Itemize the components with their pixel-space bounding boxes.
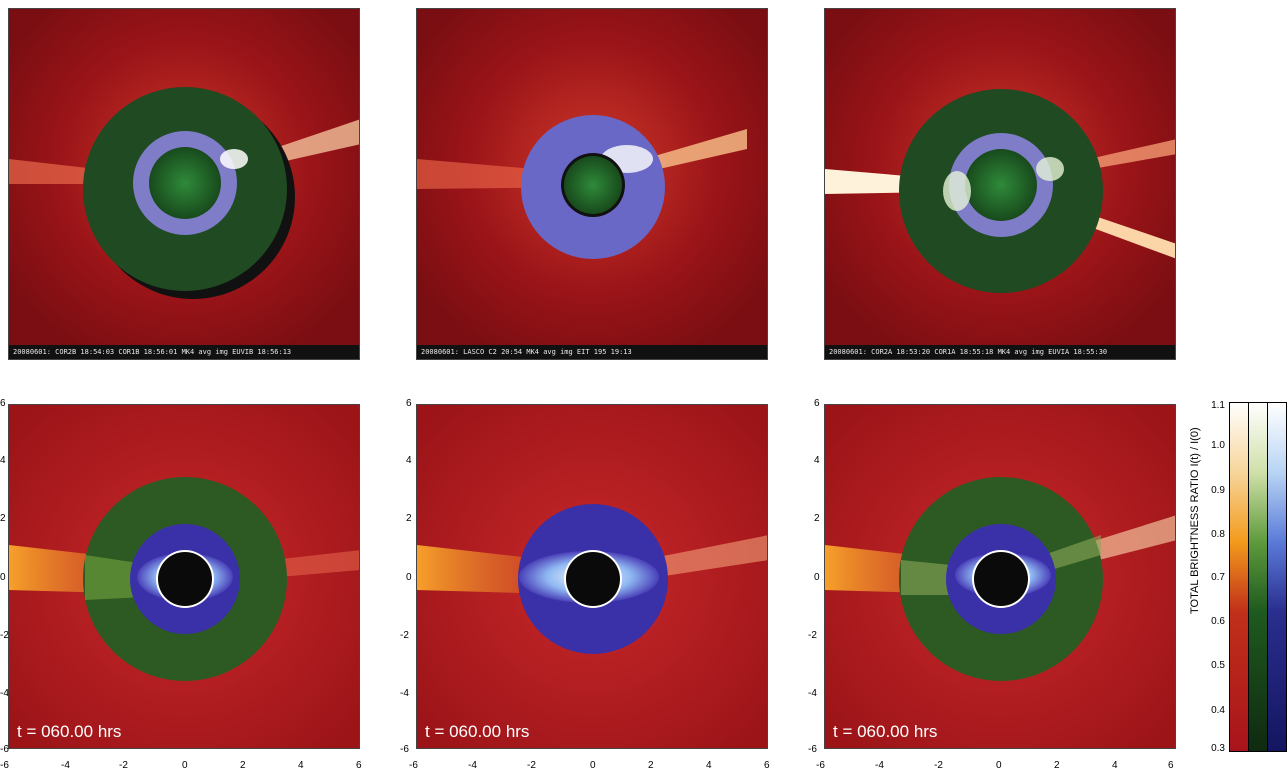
model-image (825, 405, 1175, 748)
colorbar (1229, 402, 1287, 752)
y-tick: 2 (406, 513, 412, 524)
y-tick: 4 (814, 455, 820, 466)
observation-caption: 20080601: COR2B 18:54:03 COR1B 18:56:01 … (9, 345, 359, 359)
x-tick: -2 (934, 760, 943, 771)
observation-panel-cor2a: 20080601: COR2A 18:53:20 COR1A 18:55:18 … (824, 8, 1176, 360)
model-image (9, 405, 359, 748)
simulation-panel-a: t = 060.00 hrs (824, 404, 1176, 749)
x-tick: 2 (1054, 760, 1060, 771)
time-label: t = 060.00 hrs (833, 722, 938, 741)
observation-panel-cor2b: 20080601: COR2B 18:54:03 COR1B 18:56:01 … (8, 8, 360, 360)
corona-image (9, 9, 359, 359)
time-label: t = 060.00 hrs (425, 722, 530, 741)
time-label: t = 060.00 hrs (17, 722, 122, 741)
y-tick: 2 (0, 513, 6, 524)
x-tick: -2 (119, 760, 128, 771)
colorbar-tick: 0.3 (1211, 743, 1225, 754)
x-tick: -4 (875, 760, 884, 771)
y-tick: 6 (406, 398, 412, 409)
y-tick: 2 (814, 513, 820, 524)
simulation-panel-b: t = 060.00 hrs (8, 404, 360, 749)
colorbar-tick: 0.6 (1211, 616, 1225, 627)
colorbar-tick: 1.0 (1211, 440, 1225, 451)
y-tick: -6 (0, 744, 9, 755)
x-tick: -4 (468, 760, 477, 771)
observation-caption: 20080601: COR2A 18:53:20 COR1A 18:55:18 … (825, 345, 1175, 359)
x-tick: 4 (706, 760, 712, 771)
colorbar-tick: 0.8 (1211, 529, 1225, 540)
corona-image (825, 9, 1175, 359)
x-tick: 6 (764, 760, 770, 771)
x-tick: -2 (527, 760, 536, 771)
colorbar-tick: 0.7 (1211, 572, 1225, 583)
x-tick: 0 (590, 760, 596, 771)
y-tick: 0 (814, 572, 820, 583)
x-tick: 2 (648, 760, 654, 771)
colorbar-red-orange (1230, 403, 1249, 751)
colorbar-tick: 1.1 (1211, 400, 1225, 411)
x-tick: 6 (356, 760, 362, 771)
x-tick: 2 (240, 760, 246, 771)
y-tick: -2 (808, 630, 817, 641)
observation-panel-lasco: 20080601: LASCO C2 20:54 MK4 avg img EIT… (416, 8, 768, 360)
x-tick: -6 (0, 760, 9, 771)
y-tick: 4 (0, 455, 6, 466)
y-tick: 6 (814, 398, 820, 409)
y-tick: 4 (406, 455, 412, 466)
x-tick: 4 (1112, 760, 1118, 771)
observation-caption: 20080601: LASCO C2 20:54 MK4 avg img EIT… (417, 345, 767, 359)
y-tick: -4 (808, 688, 817, 699)
colorbar-label: TOTAL BRIGHTNESS RATIO I(t) / I(0) (1189, 427, 1201, 614)
y-tick: -2 (400, 630, 409, 641)
x-tick: -6 (816, 760, 825, 771)
x-tick: -4 (61, 760, 70, 771)
colorbar-tick: 0.9 (1211, 485, 1225, 496)
colorbar-green (1249, 403, 1268, 751)
x-tick: 6 (1168, 760, 1174, 771)
y-tick: 0 (0, 572, 6, 583)
simulation-panel-earth: t = 060.00 hrs (416, 404, 768, 749)
colorbar-blue (1268, 403, 1286, 751)
y-tick: 0 (406, 572, 412, 583)
corona-image (417, 9, 767, 359)
colorbar-tick: 0.4 (1211, 705, 1225, 716)
model-image (417, 405, 767, 748)
y-tick: -6 (808, 744, 817, 755)
y-tick: -6 (400, 744, 409, 755)
y-tick: 6 (0, 398, 6, 409)
x-tick: 0 (996, 760, 1002, 771)
x-tick: 0 (182, 760, 188, 771)
colorbar-tick: 0.5 (1211, 660, 1225, 671)
y-tick: -4 (400, 688, 409, 699)
x-tick: 4 (298, 760, 304, 771)
y-tick: -2 (0, 630, 9, 641)
y-tick: -4 (0, 688, 9, 699)
x-tick: -6 (409, 760, 418, 771)
